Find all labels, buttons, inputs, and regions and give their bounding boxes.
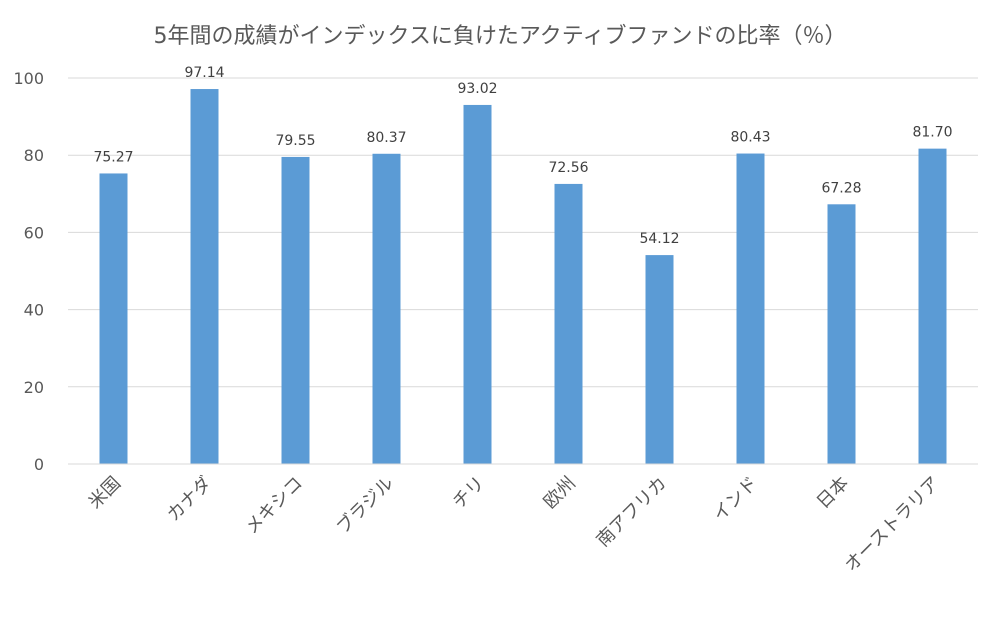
data-label: 80.37 [366, 130, 406, 146]
x-tick-label: 欧州 [540, 473, 580, 513]
bar [736, 153, 765, 464]
chart-title: 5年間の成績がインデックスに負けたアクティブファンドの比率（％） [153, 24, 847, 49]
x-tick-label: 日本 [813, 473, 853, 513]
y-tick-label: 80 [24, 146, 44, 165]
x-tick-label: 米国 [85, 473, 125, 513]
data-label: 93.02 [457, 81, 497, 97]
bar [99, 173, 128, 464]
x-tick-label: インド [709, 473, 762, 526]
bar [463, 104, 492, 464]
bar [645, 255, 674, 464]
x-tick-label: 南アフリカ [593, 473, 671, 551]
data-label: 75.27 [93, 149, 133, 165]
bar [190, 89, 219, 464]
data-label: 97.14 [184, 65, 224, 81]
y-tick-label: 0 [34, 455, 44, 474]
x-tick-label: チリ [449, 473, 489, 513]
bar [918, 148, 947, 464]
y-tick-label: 20 [24, 378, 44, 397]
data-label: 67.28 [821, 180, 861, 196]
bar [281, 156, 310, 464]
bar [372, 153, 401, 465]
x-tick-label: カナダ [163, 473, 216, 526]
y-tick-label: 60 [24, 223, 44, 242]
bar [827, 204, 856, 464]
data-label: 81.70 [912, 125, 952, 141]
x-tick-label: メキシコ [241, 473, 307, 539]
data-label: 79.55 [275, 133, 315, 149]
bar [554, 183, 583, 464]
y-tick-label: 40 [24, 301, 44, 320]
x-tick-label: ブラジル [332, 472, 398, 538]
data-label: 80.43 [730, 130, 770, 146]
data-label: 72.56 [548, 160, 588, 176]
data-label: 54.12 [639, 231, 679, 247]
y-tick-label: 100 [13, 69, 44, 88]
x-tick-label: オーストラリア [841, 473, 944, 576]
